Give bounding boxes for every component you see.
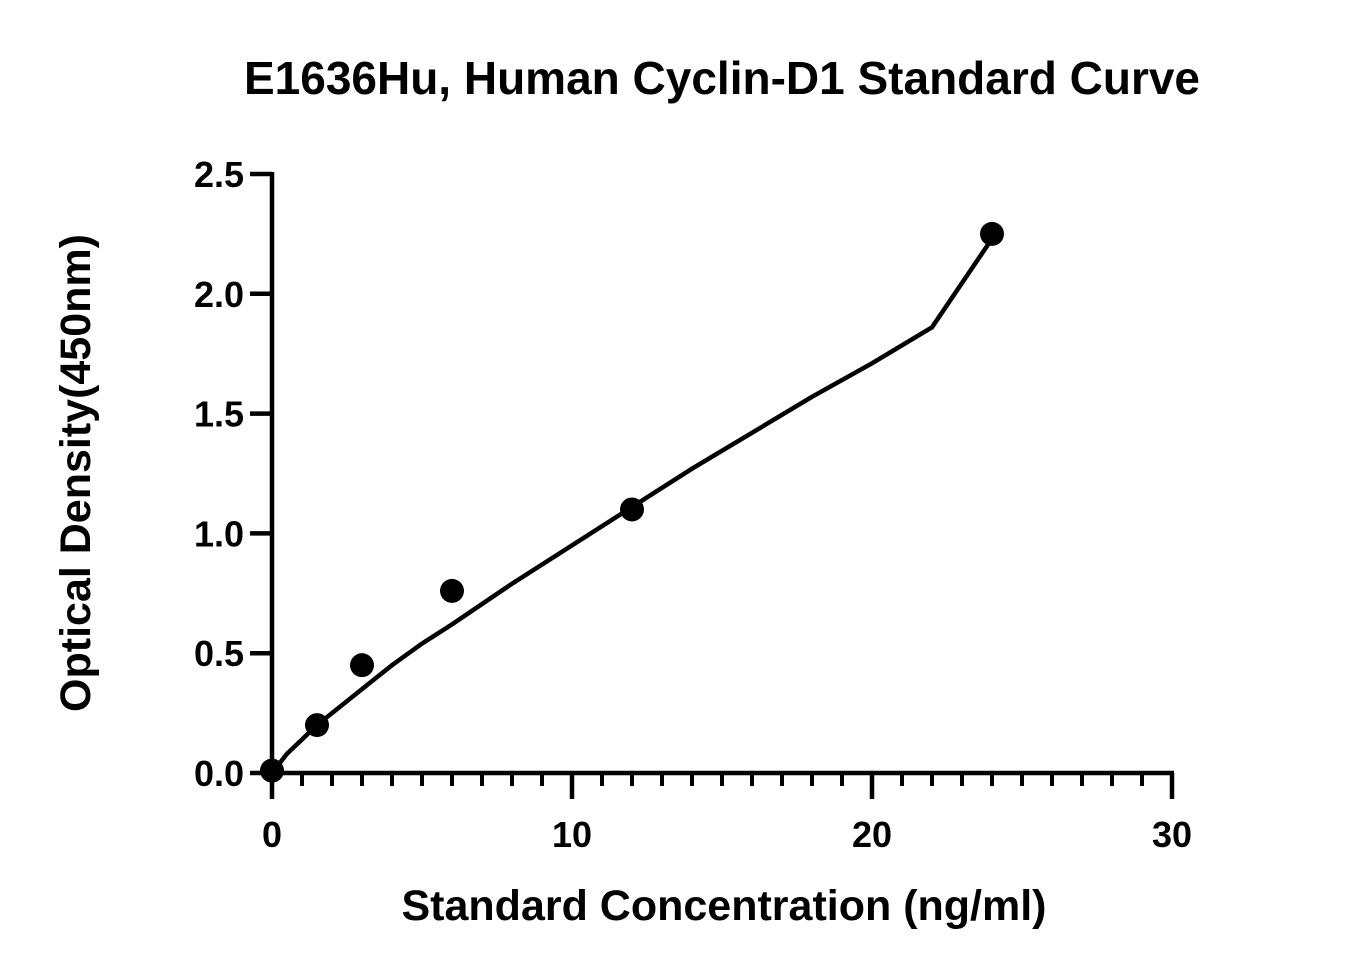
data-point: [440, 578, 464, 603]
data-point: [305, 713, 329, 738]
data-point: [620, 497, 644, 522]
x-tick-label-0: 0: [262, 814, 282, 855]
y-tick-label-2.0: 2.0: [194, 274, 244, 315]
x-axis-label: Standard Concentration (ng/ml): [402, 882, 1047, 930]
x-axis-ticks: 0 10 20 30: [262, 773, 1192, 855]
y-tick-label-0.0: 0.0: [194, 753, 244, 794]
data-point: [980, 221, 1004, 246]
data-point: [350, 653, 374, 678]
x-tick-label-10: 10: [552, 814, 592, 855]
axes: [269, 172, 1174, 776]
y-axis-label: Optical Density(450nm): [52, 234, 100, 712]
x-tick-label-20: 20: [852, 814, 892, 855]
y-tick-label-1.5: 1.5: [194, 394, 244, 435]
data-point: [260, 758, 284, 783]
data-points: [260, 221, 1004, 783]
y-tick-label-2.5: 2.5: [194, 154, 244, 195]
y-tick-label-1.0: 1.0: [194, 513, 244, 554]
chart-title: E1636Hu, Human Cyclin-D1 Standard Curve: [244, 52, 1200, 104]
x-tick-label-30: 30: [1152, 814, 1192, 855]
y-tick-label-0.5: 0.5: [194, 633, 244, 674]
y-axis-ticks: 0.0 0.5 1.0 1.5 2.0 2.5: [194, 154, 272, 794]
